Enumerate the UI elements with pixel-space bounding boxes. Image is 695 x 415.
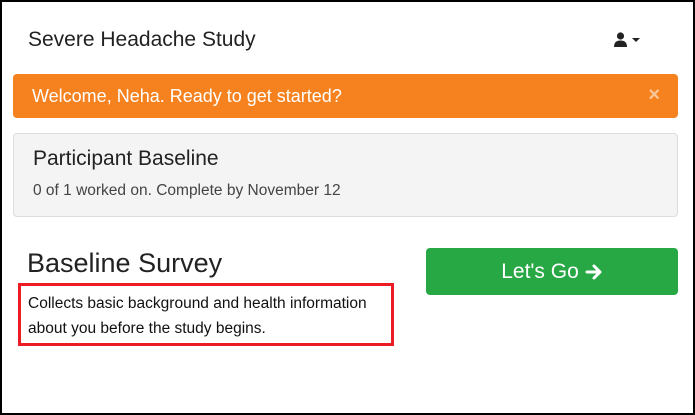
welcome-alert: Welcome, Neha. Ready to get started? × <box>13 74 678 118</box>
user-icon <box>614 32 627 47</box>
arrow-right-icon <box>585 264 602 279</box>
lets-go-label: Let's Go <box>501 259 579 283</box>
participant-baseline-card: Participant Baseline 0 of 1 worked on. C… <box>13 133 678 217</box>
card-subtitle: 0 of 1 worked on. Complete by November 1… <box>33 182 341 199</box>
app-title: Severe Headache Study <box>28 28 256 51</box>
survey-title: Baseline Survey <box>27 248 223 278</box>
card-title: Participant Baseline <box>33 147 219 170</box>
lets-go-button[interactable]: Let's Go <box>426 248 678 295</box>
survey-description-highlight: Collects basic background and health inf… <box>18 283 394 346</box>
close-icon[interactable]: × <box>648 84 660 106</box>
alert-message: Welcome, Neha. Ready to get started? <box>32 86 342 106</box>
survey-description: Collects basic background and health inf… <box>28 295 367 337</box>
caret-down-icon <box>632 37 640 42</box>
user-menu-button[interactable] <box>614 32 640 47</box>
